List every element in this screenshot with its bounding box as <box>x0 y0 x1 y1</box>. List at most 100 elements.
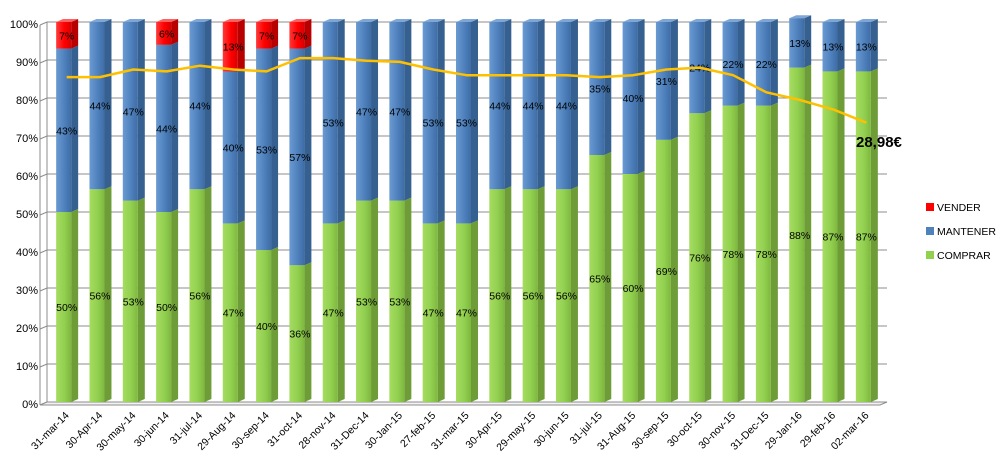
bar-vender <box>256 22 272 49</box>
bar-mantener <box>522 22 538 190</box>
bar-side <box>371 197 379 402</box>
data-label: 31% <box>656 76 677 88</box>
bar-top <box>356 19 379 22</box>
bar-comprar <box>789 67 805 402</box>
bar-comprar <box>655 139 671 403</box>
bar-side <box>737 102 745 402</box>
data-label: 44% <box>489 101 510 113</box>
bar-vender <box>56 22 72 49</box>
bar-side <box>271 45 279 250</box>
x-tick-label: 30-jun-14 <box>132 410 172 450</box>
bar-side <box>237 19 245 72</box>
bar-side <box>271 247 279 402</box>
bar-comprar <box>522 189 538 402</box>
bar-top <box>855 19 878 22</box>
bar-side <box>471 19 478 224</box>
bar-mantener <box>555 22 571 190</box>
data-label: 47% <box>223 308 244 320</box>
data-label: 69% <box>656 266 677 278</box>
bar-side <box>104 19 112 190</box>
bar-side <box>537 186 545 402</box>
bar-side <box>870 19 878 72</box>
chart-floor <box>39 401 888 406</box>
bar-side <box>204 186 212 402</box>
data-label: 87% <box>823 232 844 244</box>
bar-top <box>156 19 179 22</box>
bar-top <box>222 19 245 22</box>
bar-side <box>770 102 778 402</box>
bar-top <box>489 19 512 22</box>
price-annotation: 28,98€ <box>856 134 903 151</box>
bar-mantener <box>89 22 105 190</box>
data-label: 47% <box>456 308 477 320</box>
bars <box>56 15 878 403</box>
legend-label: MANTENER <box>937 226 996 238</box>
data-label: 56% <box>523 291 544 303</box>
data-label: 44% <box>89 101 110 113</box>
bar-side <box>604 152 612 402</box>
bar-comprar <box>755 105 771 402</box>
bar-mantener <box>222 71 238 224</box>
data-label: 53% <box>256 144 277 156</box>
y-tick-label: 80% <box>16 95 38 107</box>
y-tick-label: 0% <box>22 399 38 411</box>
data-label: 44% <box>189 101 210 113</box>
bar-vender <box>289 22 305 49</box>
bar-side <box>171 19 179 45</box>
data-label: 22% <box>756 59 777 71</box>
data-label: 36% <box>289 329 310 341</box>
data-label: 50% <box>156 302 177 314</box>
data-label: 53% <box>323 118 344 130</box>
bar-mantener <box>789 18 805 68</box>
data-label: 87% <box>856 232 877 244</box>
bar-comprar <box>422 223 438 402</box>
bar-side <box>670 136 678 403</box>
bar-side <box>404 197 412 402</box>
data-label: 76% <box>689 253 710 265</box>
bar-mantener <box>422 22 438 224</box>
bar-top <box>422 19 445 22</box>
bar-top <box>256 19 279 22</box>
bar-side <box>870 68 878 403</box>
bar-side <box>737 19 745 106</box>
data-labels: 50% 43% 7% 56% 44% 53% 47% 50% 44% 6% 56% 44% 47% 40%… <box>56 28 877 340</box>
bar-comprar <box>89 189 105 402</box>
bar-mantener <box>289 48 305 266</box>
bar-side <box>570 19 578 190</box>
bar-mantener <box>122 22 138 201</box>
y-tick-label: 70% <box>16 133 38 145</box>
bar-side <box>837 68 845 403</box>
y-tick-label: 30% <box>16 285 38 297</box>
data-label: 47% <box>389 106 410 118</box>
bar-comprar <box>389 200 405 402</box>
bar-side <box>770 19 778 106</box>
bar-top <box>655 19 678 22</box>
bar-mantener <box>456 22 471 224</box>
bar-comprar <box>56 212 72 402</box>
data-label: 44% <box>556 101 577 113</box>
bar-mantener <box>855 22 871 72</box>
bar-top <box>189 19 212 22</box>
y-tick-label: 40% <box>16 247 38 259</box>
y-tick-label: 90% <box>16 57 38 69</box>
bar-comprar <box>555 189 571 402</box>
bar-side <box>804 15 812 68</box>
bar-side <box>504 186 512 402</box>
bar-mantener <box>489 22 505 190</box>
bar-side <box>637 171 645 402</box>
bar-side <box>104 186 112 402</box>
bar-mantener <box>622 22 638 174</box>
bar-side <box>304 45 312 266</box>
legend-swatch <box>926 203 934 211</box>
bar-top <box>722 19 745 22</box>
y-tick-label: 10% <box>16 361 38 373</box>
data-label: 56% <box>489 291 510 303</box>
bar-side <box>437 220 445 402</box>
bar-side <box>471 220 478 402</box>
bar-mantener <box>322 22 338 224</box>
data-label: 40% <box>623 93 644 105</box>
bar-top <box>755 19 778 22</box>
bar-top <box>456 19 478 22</box>
y-tick-label: 20% <box>16 323 38 335</box>
bar-side <box>537 19 545 190</box>
